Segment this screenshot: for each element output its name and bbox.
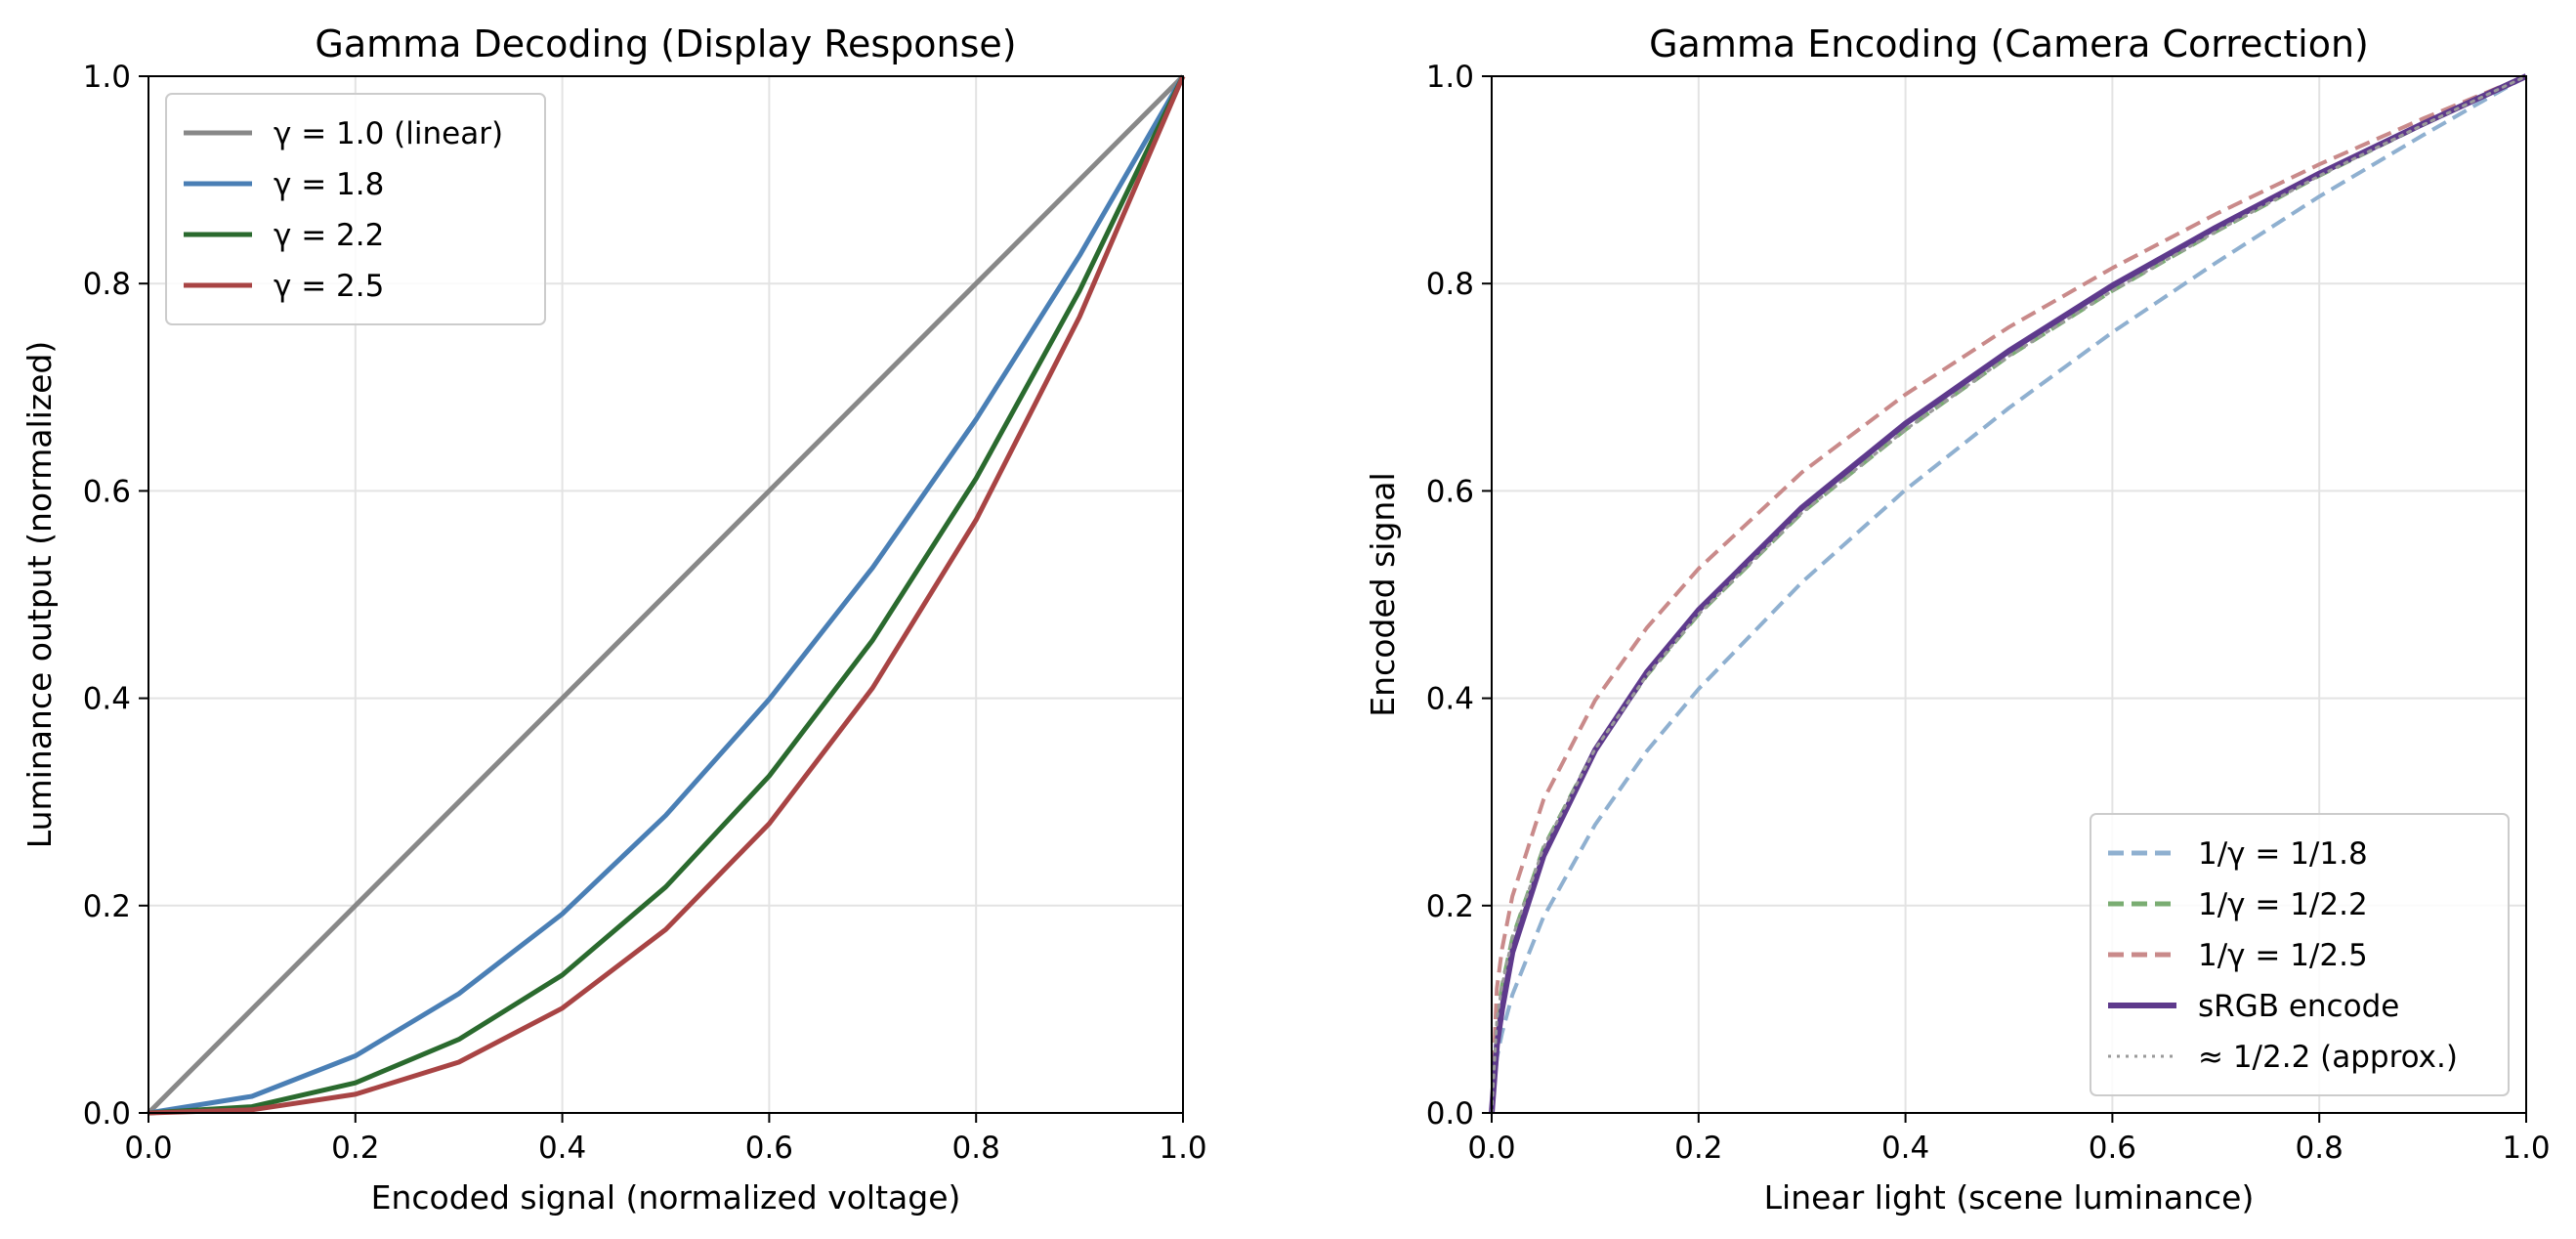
axes-frame-left: [148, 75, 1184, 1114]
y-tick-label: 0.4: [83, 682, 131, 717]
series-line-1-4: [1490, 74, 2528, 1115]
x-tick-label: 0.6: [2089, 1131, 2136, 1166]
x-tick-label: 0.2: [331, 1131, 379, 1166]
x-tick-label: 1.0: [2502, 1131, 2550, 1166]
chart-title-left: Gamma Decoding (Display Response): [315, 22, 1016, 65]
y-tick-label: 0.6: [83, 474, 131, 509]
y-tick-label: 0.2: [1426, 889, 1474, 924]
y-tick-label: 0.6: [1426, 474, 1474, 509]
y-tick-label: 1.0: [1426, 60, 1474, 95]
axes-frame-right: [1491, 75, 2527, 1114]
chart-left-gamma-decoding: 0.0 0.2 0.4 0.6 0.8 1.0 0.0 0.2 0.4 0.6 0.8 1.0 Ga…: [21, 22, 1207, 1217]
grid-left: [148, 75, 1184, 1114]
legend-label-0-1: γ = 1.8: [274, 167, 384, 202]
y-ticks-right: 0.0 0.2 0.4 0.6 0.8 1.0: [1426, 60, 1492, 1132]
x-tick-label: 0.6: [745, 1131, 793, 1166]
x-tick-label: 0.2: [1674, 1131, 1722, 1166]
x-tick-label: 0.8: [952, 1131, 1000, 1166]
chart-right-gamma-encoding: 0.0 0.2 0.4 0.6 0.8 1.0 0.0 0.2 0.4 0.6 0.8 1.0 Ga…: [1364, 22, 2551, 1217]
legend-label-1-2: 1/γ = 1/2.5: [2198, 938, 2368, 973]
y-tick-label: 0.8: [1426, 267, 1474, 302]
legend-label-1-4: ≈ 1/2.2 (approx.): [2198, 1040, 2458, 1075]
series-line-0-2: [148, 74, 1186, 1116]
y-tick-label: 1.0: [83, 60, 131, 95]
y-tick-label: 0.0: [83, 1096, 131, 1132]
x-ticks-left: 0.0 0.2 0.4 0.6 0.8 1.0: [124, 1113, 1207, 1166]
series-line-1-0: [1490, 74, 2527, 1114]
y-axis-label-right: Encoded signal: [1364, 472, 1402, 716]
legend-box-right: [2090, 813, 2510, 1096]
x-ticks-right: 0.0 0.2 0.4 0.6 0.8 1.0: [1467, 1113, 2551, 1166]
legend-label-1-1: 1/γ = 1/2.2: [2198, 887, 2368, 922]
series-line-1-2: [1490, 74, 2527, 1114]
legend-label-0-3: γ = 2.5: [274, 269, 384, 304]
x-tick-label: 1.0: [1159, 1131, 1206, 1166]
x-tick-label: 0.4: [538, 1131, 586, 1166]
chart-title-right: Gamma Encoding (Camera Correction): [1649, 22, 2369, 65]
y-tick-label: 0.2: [83, 889, 131, 924]
y-ticks-left: 0.0 0.2 0.4 0.6 0.8 1.0: [83, 60, 148, 1132]
legend-label-1-3: sRGB encode: [2198, 989, 2399, 1024]
y-tick-label: 0.8: [83, 267, 131, 302]
x-tick-label: 0.0: [1467, 1131, 1515, 1166]
y-tick-label: 0.4: [1426, 682, 1474, 717]
series-group-left: [147, 74, 1186, 1116]
legend-label-1-0: 1/γ = 1/1.8: [2198, 836, 2368, 872]
legend-box-left: [165, 93, 546, 325]
legend-right: 1/γ = 1/1.8 1/γ = 1/2.2 1/γ = 1/2.5 sRGB en…: [2090, 813, 2510, 1096]
series-line-0-3: [148, 75, 1186, 1116]
x-tick-label: 0.8: [2296, 1131, 2344, 1166]
x-tick-label: 0.4: [1881, 1131, 1929, 1166]
y-tick-label: 0.0: [1426, 1096, 1474, 1132]
series-line-1-3: [1489, 73, 2528, 1114]
legend-label-0-0: γ = 1.0 (linear): [274, 116, 503, 151]
series-line-0-1: [148, 74, 1186, 1116]
series-line-0-0: [147, 74, 1185, 1115]
x-axis-label-left: Encoded signal (normalized voltage): [371, 1178, 961, 1217]
legend-label-0-2: γ = 2.2: [274, 218, 384, 253]
legend-left: γ = 1.0 (linear) γ = 1.8 γ = 2.2 γ = 2.5: [165, 93, 546, 325]
series-group-right: [1489, 73, 2528, 1115]
x-tick-label: 0.0: [124, 1131, 172, 1166]
x-axis-label-right: Linear light (scene luminance): [1764, 1178, 2255, 1217]
y-axis-label-left: Luminance output (normalized): [21, 341, 59, 848]
